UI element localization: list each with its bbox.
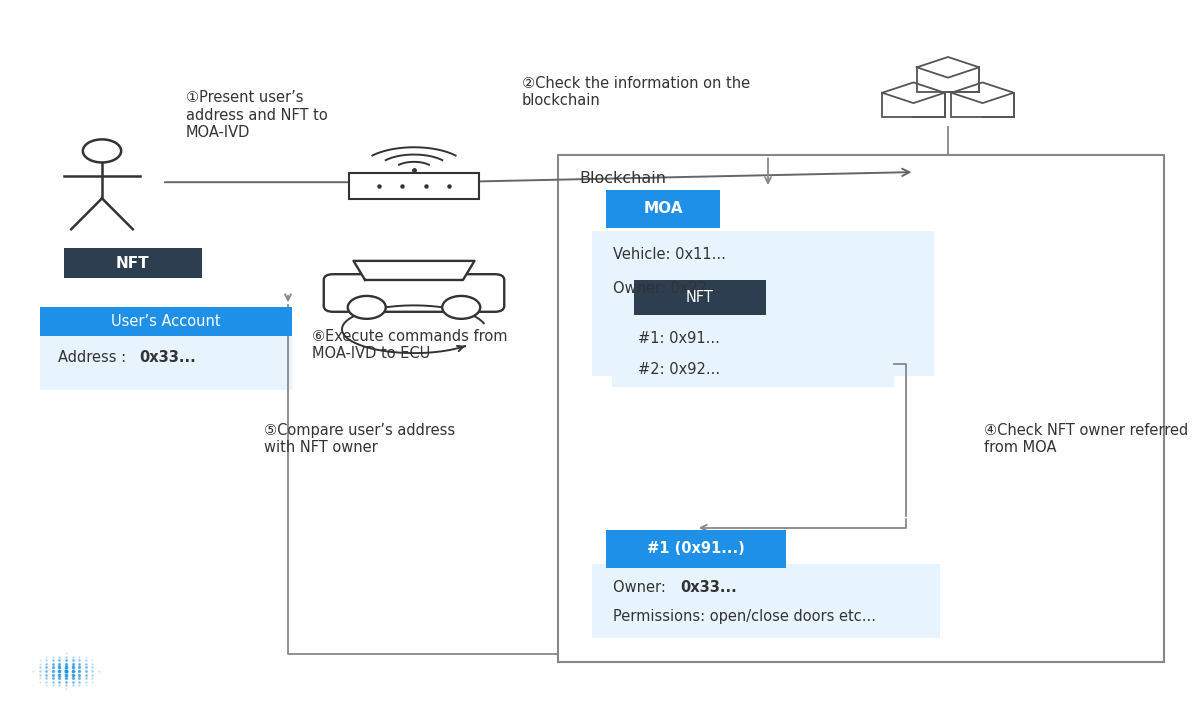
Text: ⑤Compare user’s address
with NFT owner: ⑤Compare user’s address with NFT owner bbox=[264, 423, 455, 455]
Text: ①Present user’s
address and NFT to
MOA-IVD: ①Present user’s address and NFT to MOA-I… bbox=[186, 90, 328, 140]
FancyBboxPatch shape bbox=[592, 231, 934, 376]
Text: NFT: NFT bbox=[685, 290, 714, 304]
Circle shape bbox=[348, 296, 385, 319]
Text: User’s Account: User’s Account bbox=[110, 315, 221, 329]
Bar bbox=[349, 173, 479, 199]
Text: ④Check NFT owner referred
from MOA: ④Check NFT owner referred from MOA bbox=[984, 423, 1188, 455]
Circle shape bbox=[443, 296, 480, 319]
Text: Blockchain: Blockchain bbox=[580, 171, 667, 187]
Text: Owner:: Owner: bbox=[613, 580, 671, 595]
Polygon shape bbox=[917, 57, 979, 77]
Text: MOA: MOA bbox=[643, 202, 683, 216]
Bar bbox=[952, 93, 1014, 117]
Text: #1 (0x91...): #1 (0x91...) bbox=[647, 542, 745, 556]
FancyBboxPatch shape bbox=[634, 280, 766, 315]
Polygon shape bbox=[952, 82, 1014, 103]
FancyBboxPatch shape bbox=[606, 190, 720, 228]
Polygon shape bbox=[882, 82, 944, 103]
Polygon shape bbox=[354, 261, 474, 280]
Text: #1: 0x91...: #1: 0x91... bbox=[638, 331, 720, 346]
FancyBboxPatch shape bbox=[612, 311, 894, 387]
FancyBboxPatch shape bbox=[592, 564, 940, 638]
FancyBboxPatch shape bbox=[606, 530, 786, 568]
Bar bbox=[917, 67, 979, 92]
Text: Owner: 0x22...: Owner: 0x22... bbox=[613, 281, 721, 296]
FancyBboxPatch shape bbox=[40, 334, 292, 390]
Bar bbox=[882, 93, 944, 117]
Text: NFT: NFT bbox=[115, 256, 150, 270]
Text: Vehicle: 0x11...: Vehicle: 0x11... bbox=[613, 247, 726, 262]
Text: Address :: Address : bbox=[58, 350, 131, 365]
FancyBboxPatch shape bbox=[558, 155, 1164, 662]
Text: #2: 0x92...: #2: 0x92... bbox=[638, 362, 720, 377]
Text: 0x33...: 0x33... bbox=[680, 580, 737, 595]
FancyBboxPatch shape bbox=[40, 307, 292, 336]
FancyBboxPatch shape bbox=[64, 248, 202, 278]
Text: 0x33...: 0x33... bbox=[139, 350, 196, 365]
FancyBboxPatch shape bbox=[324, 274, 504, 312]
Text: ⑥Execute commands from
MOA-IVD to ECU: ⑥Execute commands from MOA-IVD to ECU bbox=[312, 329, 508, 362]
Text: ②Check the information on the
blockchain: ②Check the information on the blockchain bbox=[522, 76, 750, 108]
Text: Permissions: open/close doors etc...: Permissions: open/close doors etc... bbox=[613, 609, 876, 624]
Circle shape bbox=[83, 140, 121, 163]
